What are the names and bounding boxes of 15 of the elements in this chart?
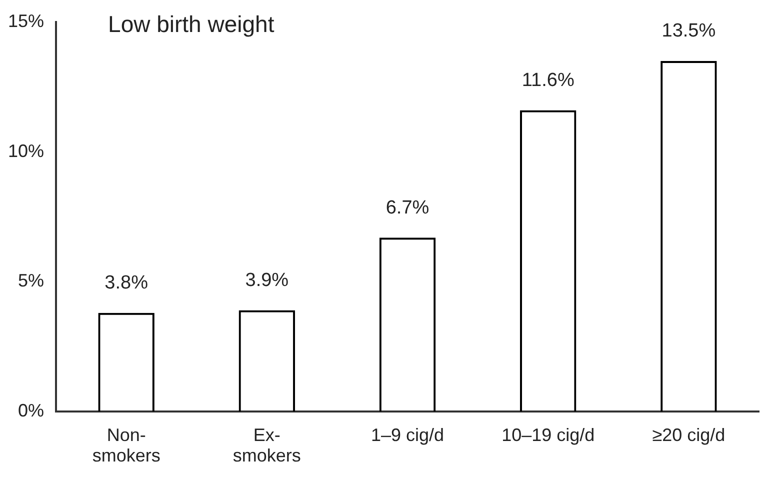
data-label: 13.5% (662, 20, 716, 42)
x-tick-label: ≥20 cig/d (652, 424, 726, 445)
data-label: 3.8% (104, 272, 148, 294)
x-tick-label: 10–19 cig/d (502, 424, 595, 445)
x-tick-label: Non-smokers (92, 424, 160, 466)
y-tick-label: 5% (18, 270, 44, 291)
x-tick-label: 1–9 cig/d (370, 424, 444, 445)
y-tick-label: 10% (8, 140, 44, 161)
data-label: 11.6% (522, 70, 574, 92)
y-tick-label: 0% (18, 400, 44, 421)
data-label: 3.9% (245, 270, 289, 292)
x-tick-label: Ex-smokers (232, 424, 301, 466)
y-tick-label: 15% (8, 10, 44, 31)
data-label: 6.7% (386, 197, 430, 218)
chart-title: Low birth weight (108, 10, 275, 37)
